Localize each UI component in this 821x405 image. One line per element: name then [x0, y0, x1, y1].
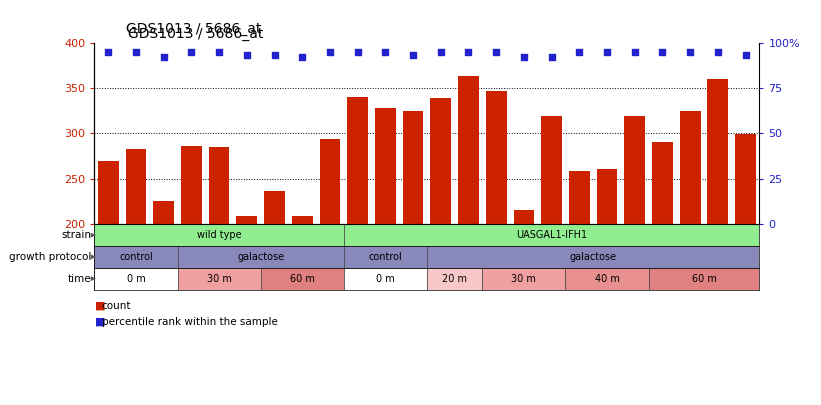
Text: ■: ■: [95, 301, 106, 311]
Point: [378, 48, 392, 55]
Bar: [624, 116, 645, 224]
Bar: [513, 210, 534, 224]
Text: control: control: [369, 252, 402, 262]
Point: [573, 48, 586, 55]
Bar: [458, 76, 479, 224]
Bar: [735, 134, 756, 224]
Text: 60 m: 60 m: [691, 274, 717, 284]
Bar: [566, 268, 649, 290]
Text: 40 m: 40 m: [594, 274, 620, 284]
Bar: [430, 98, 452, 224]
Text: galactose: galactose: [570, 252, 617, 262]
Point: [130, 48, 143, 55]
Bar: [347, 97, 368, 224]
Text: percentile rank within the sample: percentile rank within the sample: [102, 317, 277, 327]
Bar: [209, 147, 230, 224]
Bar: [291, 216, 313, 224]
Bar: [344, 246, 427, 268]
Bar: [319, 139, 341, 224]
Point: [185, 48, 198, 55]
Text: wild type: wild type: [197, 230, 241, 240]
Bar: [652, 141, 673, 224]
Bar: [177, 246, 344, 268]
Bar: [649, 268, 759, 290]
Point: [323, 48, 337, 55]
Bar: [264, 191, 285, 224]
Bar: [344, 224, 759, 246]
Point: [684, 48, 697, 55]
Point: [406, 52, 420, 58]
Bar: [154, 201, 174, 224]
Bar: [98, 161, 119, 224]
Bar: [427, 268, 483, 290]
Text: control: control: [119, 252, 153, 262]
Bar: [94, 246, 177, 268]
Text: time: time: [67, 274, 91, 284]
Point: [351, 48, 365, 55]
Text: UASGAL1-IFH1: UASGAL1-IFH1: [516, 230, 587, 240]
Text: strain: strain: [61, 230, 91, 240]
Point: [628, 48, 641, 55]
Point: [462, 48, 475, 55]
Bar: [94, 268, 177, 290]
Point: [489, 48, 502, 55]
Bar: [486, 91, 507, 224]
Text: 20 m: 20 m: [443, 274, 467, 284]
Bar: [126, 149, 146, 224]
Bar: [569, 171, 589, 224]
Bar: [344, 268, 427, 290]
Point: [739, 52, 752, 58]
Bar: [680, 111, 700, 224]
Point: [656, 48, 669, 55]
Point: [102, 48, 115, 55]
Text: growth protocol: growth protocol: [9, 252, 91, 262]
Text: ■: ■: [95, 317, 106, 327]
Point: [711, 48, 724, 55]
Text: count: count: [102, 301, 131, 311]
Bar: [375, 108, 396, 224]
Point: [434, 48, 447, 55]
Point: [213, 48, 226, 55]
Bar: [181, 146, 202, 224]
Bar: [708, 79, 728, 224]
Bar: [94, 224, 344, 246]
Point: [296, 54, 309, 60]
Bar: [483, 268, 566, 290]
Text: 30 m: 30 m: [511, 274, 536, 284]
Text: GDS1013 / 5686_at: GDS1013 / 5686_at: [126, 22, 262, 36]
Bar: [402, 111, 424, 224]
Bar: [177, 268, 261, 290]
Point: [157, 54, 170, 60]
Bar: [541, 116, 562, 224]
Point: [517, 54, 530, 60]
Bar: [236, 216, 257, 224]
Point: [600, 48, 613, 55]
Point: [268, 52, 281, 58]
Bar: [597, 169, 617, 224]
Text: 30 m: 30 m: [207, 274, 232, 284]
Bar: [261, 268, 344, 290]
Text: 0 m: 0 m: [376, 274, 395, 284]
Text: 0 m: 0 m: [126, 274, 145, 284]
Point: [241, 52, 254, 58]
Text: GDS1013 / 5686_at: GDS1013 / 5686_at: [128, 28, 263, 41]
Bar: [427, 246, 759, 268]
Text: 60 m: 60 m: [290, 274, 314, 284]
Point: [545, 54, 558, 60]
Text: galactose: galactose: [237, 252, 284, 262]
